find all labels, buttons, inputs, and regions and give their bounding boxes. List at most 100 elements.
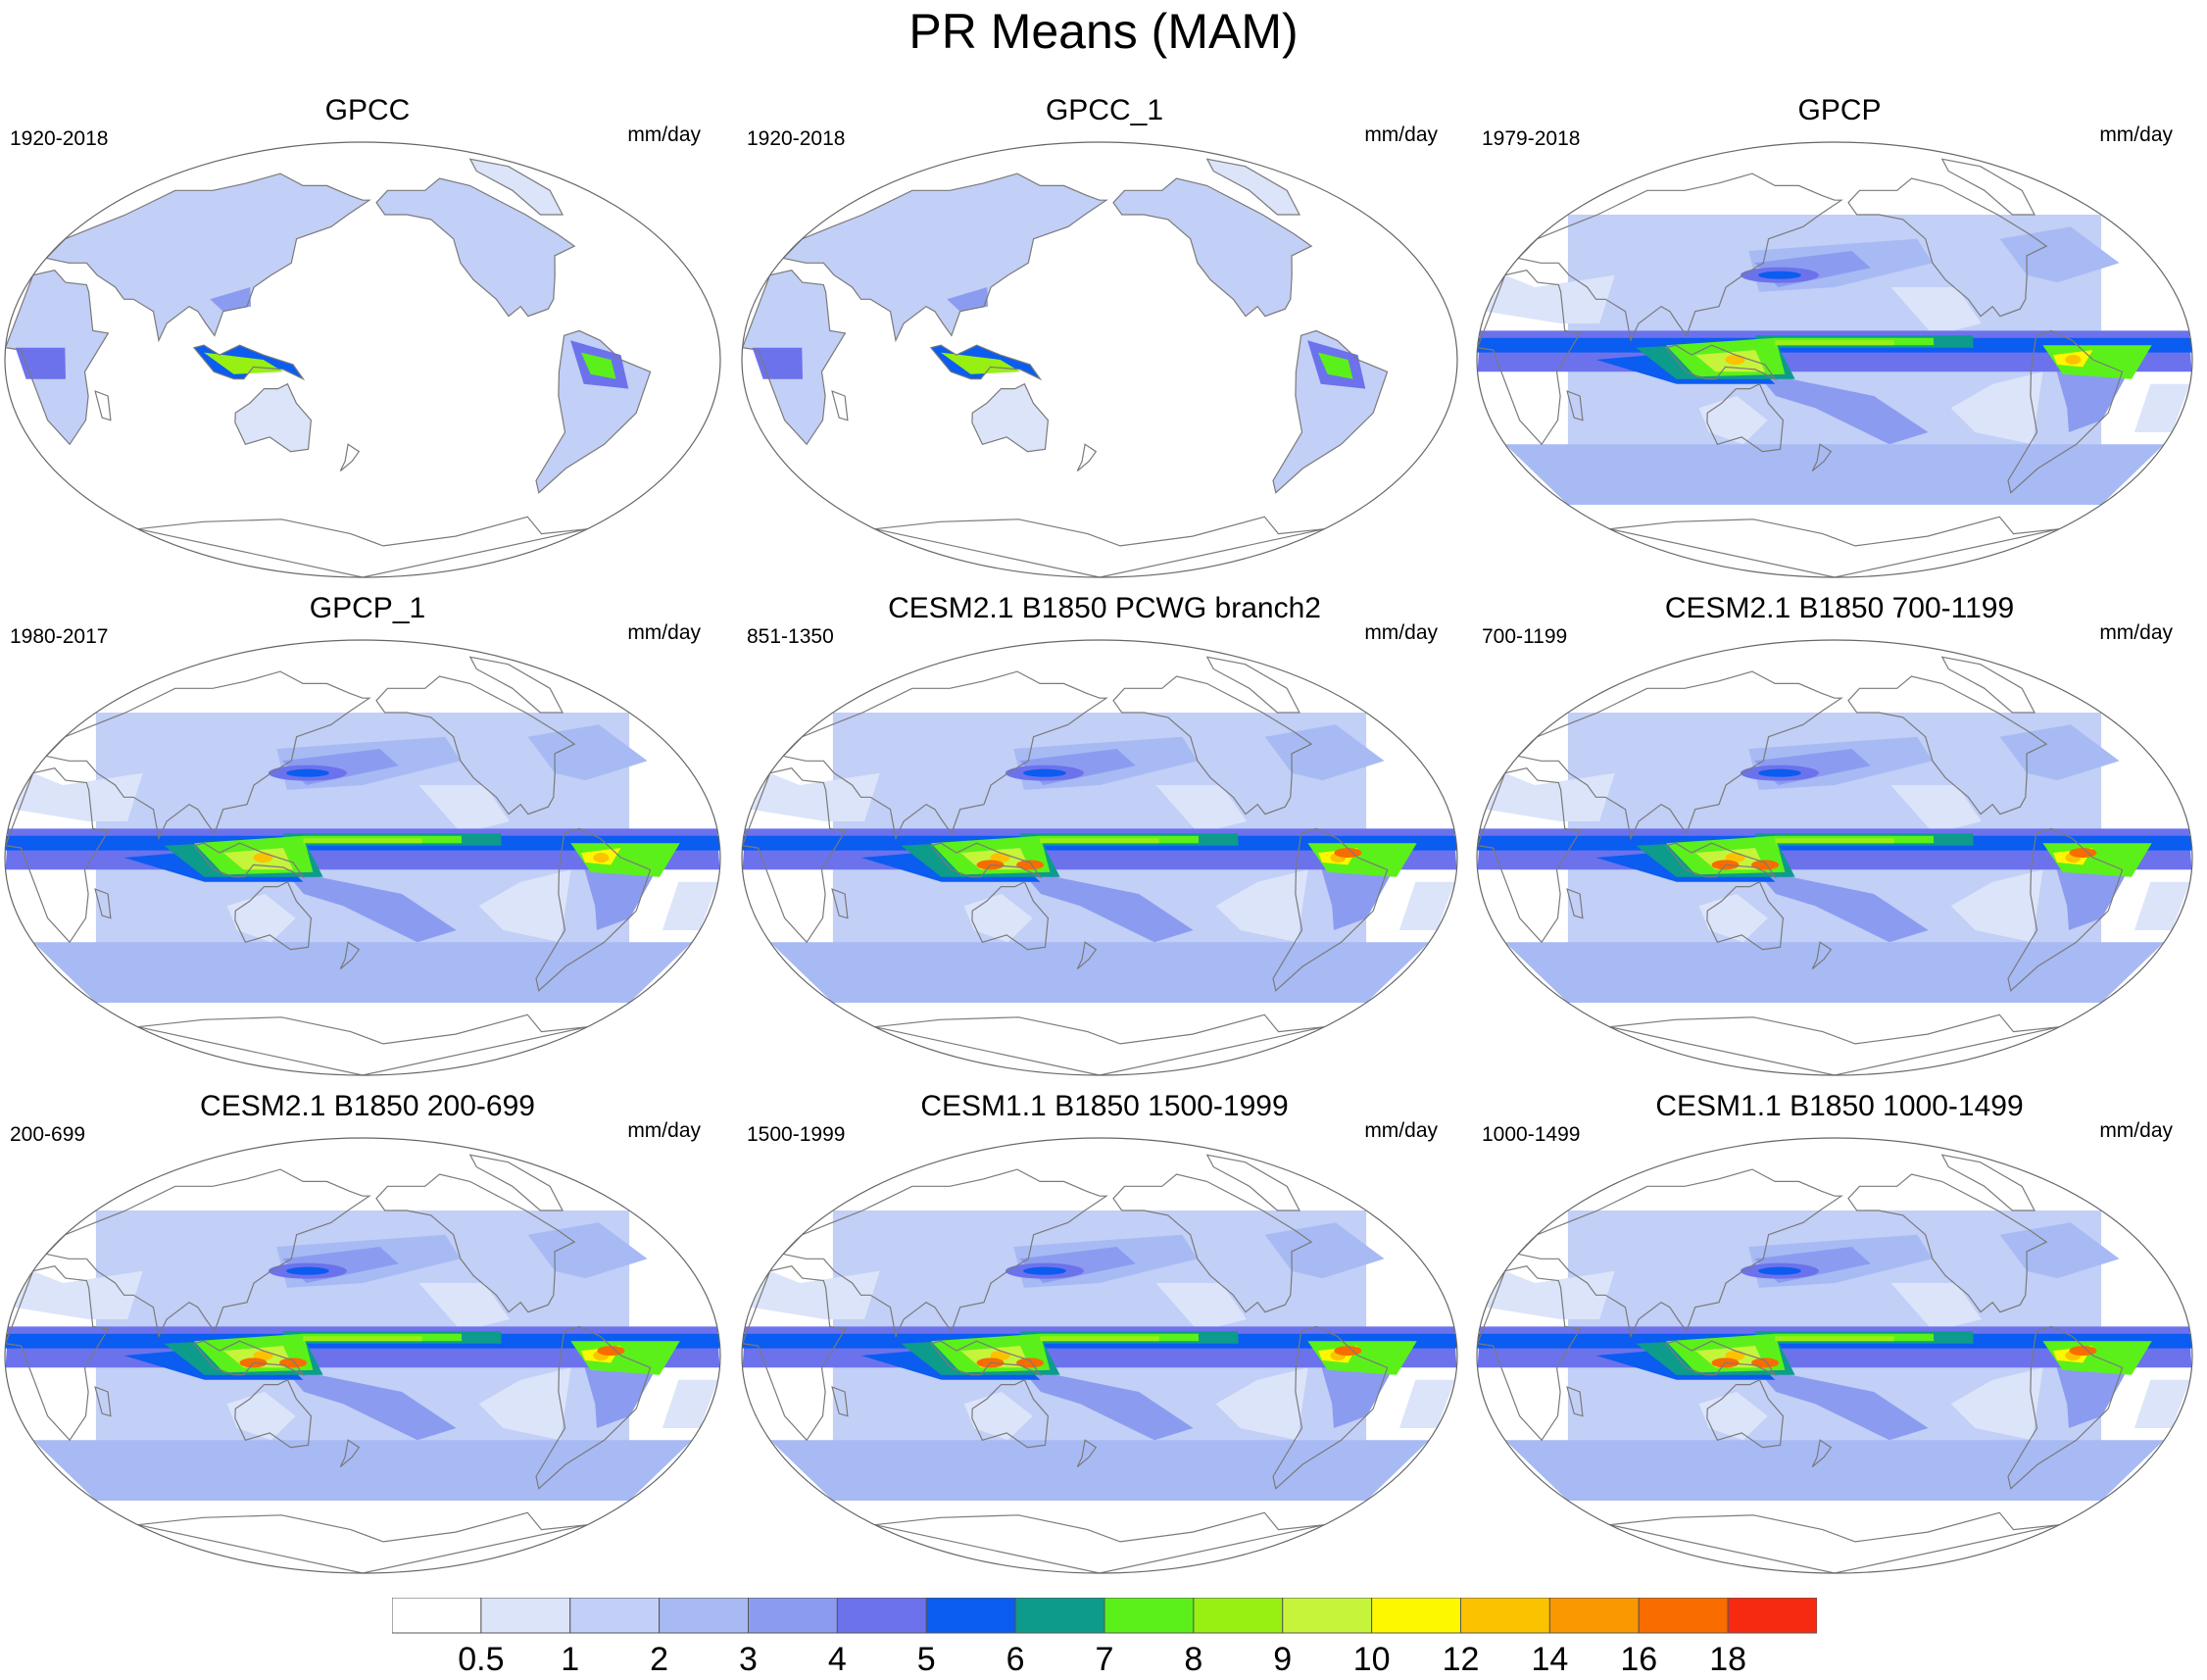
coastline-madagascar [831,888,849,919]
precip-region [1504,942,2165,1003]
panel-units: mm/day [1364,1119,1438,1142]
precip-region [769,942,1430,1003]
map-border [1476,1137,2193,1574]
precip-region [469,159,563,215]
coastline-north-america [1112,177,1313,318]
panel-period: 700-1199 [1482,625,1568,648]
colorbar-tick-label: 18 [1709,1641,1747,1678]
map-panel-gpcc: GPCC 1920-2018 mm/day [0,94,735,584]
coastline-antarctica [874,1013,1325,1075]
precip-region [1215,869,1308,943]
coastline-maritime [192,1340,306,1377]
coastline-madagascar [1566,888,1584,919]
precip-region [1504,1440,2165,1501]
map-panel-gpcp-1: GPCP_1 1980-2017 mm/day [0,592,735,1082]
colorbar-swatch [392,1598,482,1634]
coastline-europe-asia [782,1168,1108,1339]
coastline-europe-asia [45,670,371,841]
precip-region [1398,1379,1455,1428]
colorbar-swatch [836,1598,927,1634]
coastline-new-zealand [1811,941,1833,969]
colorbar-tick-label: 0.5 [458,1641,505,1678]
coastline-antarctica [1609,516,2060,577]
precip-region [1698,1392,1768,1441]
precip-region [1318,1356,1398,1428]
coastline-north-america [1847,1173,2048,1313]
precip-map [741,141,1458,578]
coastline-antarctica [874,1511,1325,1573]
precip-region [527,1222,648,1279]
coastline-europe-asia [782,173,1108,343]
precip-region [1698,396,1768,445]
figure-title: PR Means (MAM) [908,4,1299,59]
coastline-maritime [929,842,1043,879]
coastline-maritime [192,842,306,879]
precip-maximum [1334,1346,1362,1357]
precip-map [741,1137,1458,1574]
precip-region [769,1440,1430,1501]
coastline-africa [1477,270,1582,446]
colorbar-swatch [1638,1598,1729,1634]
precip-region [14,772,143,821]
precip-region [1398,881,1455,930]
colorbar-tick-label: 3 [739,1641,758,1678]
precip-maximum [1016,1358,1045,1368]
panel-units: mm/day [627,1119,701,1142]
precip-region [15,347,66,379]
coastline-antarctica [137,516,588,577]
colorbar-swatch [1014,1598,1105,1634]
coastline-maritime [929,344,1043,381]
precip-region [1775,340,1894,346]
map-panel-gpcc-1: GPCC_1 1920-2018 mm/day [737,94,1472,584]
coastline-australia [234,382,313,453]
panel-period: 851-1350 [747,625,834,648]
colorbar-tick-label: 8 [1184,1641,1203,1678]
map-panel-cesm2-200-699: CESM2.1 B1850 200-699 200-699 mm/day [0,1090,735,1580]
coastline-australia [971,1378,1050,1449]
precip-region [1318,858,1398,930]
colorbar-tick-label: 9 [1273,1641,1293,1678]
precip-region [662,1379,718,1428]
precip-region [1698,894,1768,943]
precip-region [1890,785,1982,834]
coastline-new-zealand [1076,1439,1098,1467]
precip-region [14,1270,143,1319]
precip-maximum [2069,1346,2097,1357]
coastline-australia [971,880,1050,951]
coastline-madagascar [831,1386,849,1417]
panel-period: 1000-1499 [1482,1123,1581,1146]
precip-region [1950,869,2043,943]
precip-map [4,141,721,578]
coastline-africa [742,767,847,944]
precip-region [971,383,1049,452]
precip-region [1755,1367,1929,1441]
colorbar-tick-label: 1 [561,1641,580,1678]
coastline-new-zealand [1076,443,1098,471]
coastline-greenland [1205,656,1300,714]
map-panel-cesm1-1500-1999: CESM1.1 B1850 1500-1999 1500-1999 mm/day [737,1090,1472,1580]
colorbar-tick-label: 7 [1095,1641,1114,1678]
precip-region [963,894,1033,943]
panel-period: 1500-1999 [747,1123,846,1146]
precip-region [1206,159,1300,215]
coastline-maritime [192,344,306,381]
precip-region [1317,352,1353,379]
colorbar-swatch [1548,1598,1640,1634]
coastline-north-america [1112,1173,1313,1313]
coastline-north-america [1847,675,2048,815]
precip-region [1999,1222,2120,1279]
coastline-south-america [1272,329,1389,494]
precip-region [1890,1283,1982,1332]
precip-region [2133,881,2190,930]
panel-period: 200-699 [10,1123,86,1146]
coastline-africa [1477,1265,1582,1442]
colorbar-swatch [748,1598,838,1634]
precip-region [1155,785,1247,834]
coastline-greenland [1940,656,2035,714]
coastline-greenland [468,158,564,216]
precip-region [1040,838,1159,844]
precip-region [1264,1222,1385,1279]
precip-region [1725,1351,1745,1360]
coastline-australia [1706,1378,1785,1449]
colorbar-swatch [480,1598,571,1634]
